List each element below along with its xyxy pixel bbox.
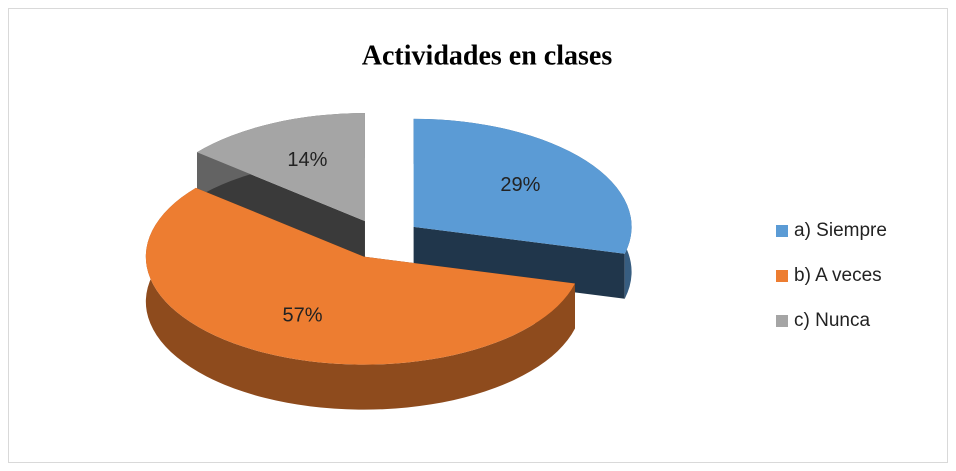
slice-side <box>196 152 365 267</box>
slice <box>196 113 365 222</box>
slice-side <box>413 226 625 299</box>
legend-swatch <box>776 315 788 327</box>
data-label: 14% <box>287 149 327 171</box>
data-label: 57% <box>282 305 322 327</box>
legend-label: a) Siempre <box>794 220 887 241</box>
slice <box>413 118 632 254</box>
slice <box>145 187 575 365</box>
slice-wall <box>145 187 575 410</box>
data-label: 29% <box>500 174 540 196</box>
legend-label: c) Nunca <box>794 310 870 331</box>
chart-title: Actividades en clases <box>362 40 613 71</box>
legend-swatch <box>776 270 788 282</box>
legend-label: b) A veces <box>794 265 882 286</box>
legend-swatch <box>776 225 788 237</box>
